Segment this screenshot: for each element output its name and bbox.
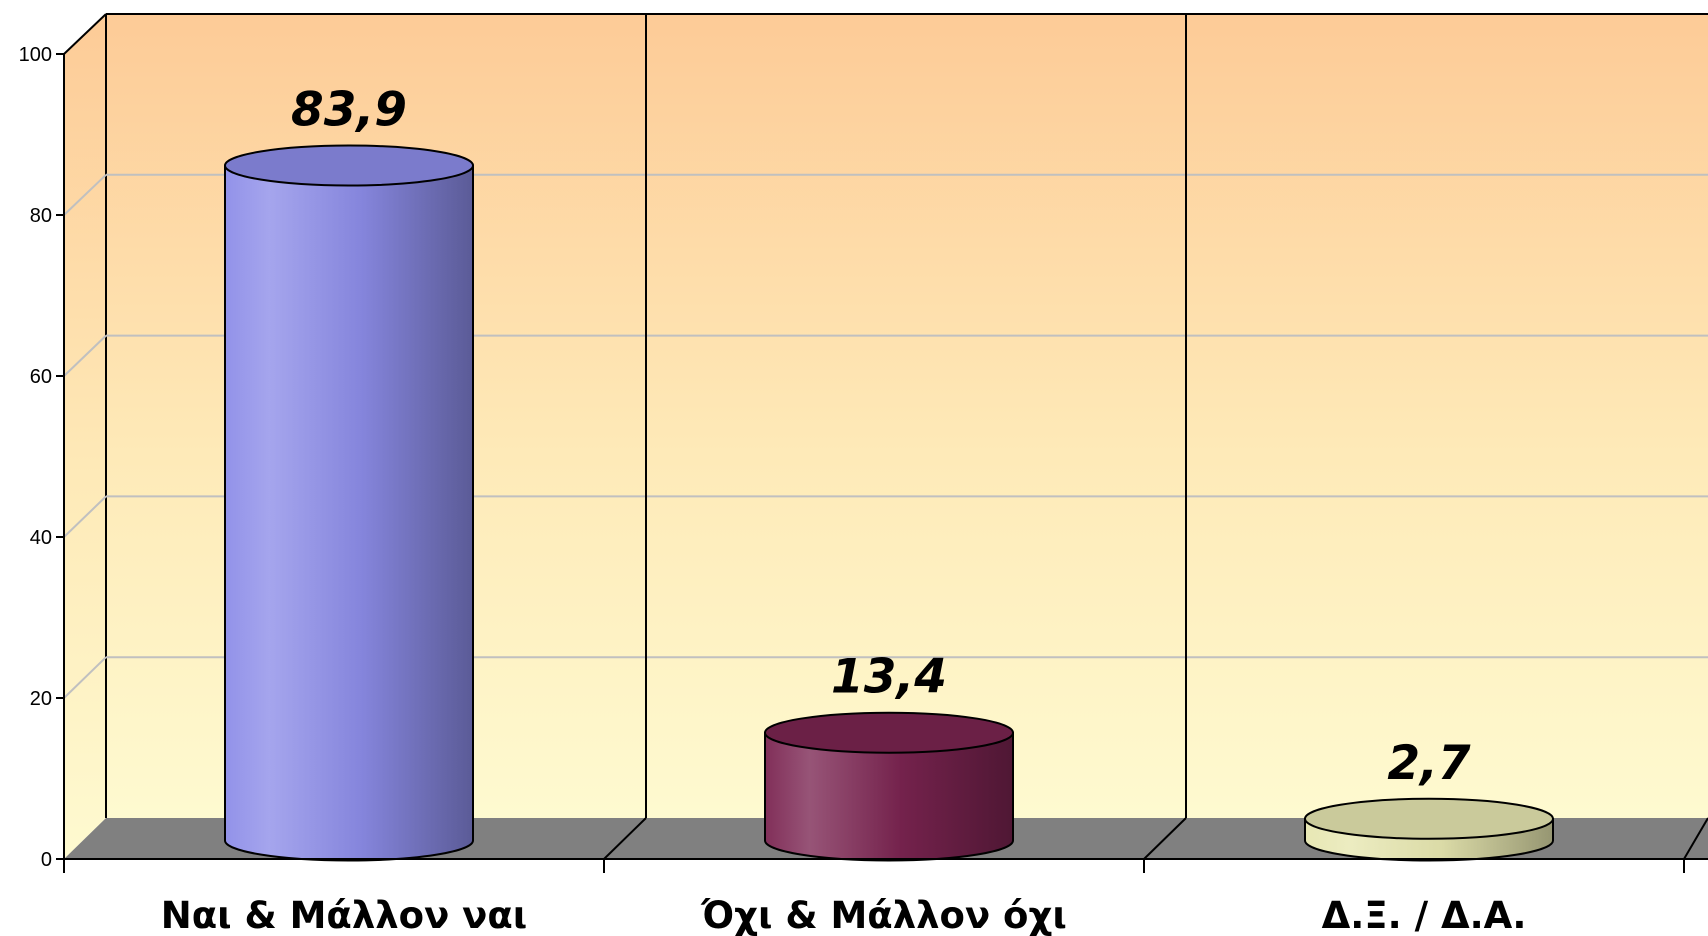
side-wall-top-edge <box>63 13 107 55</box>
y-tick-label: 40 <box>30 527 52 549</box>
category-label: Δ.Ξ. / Δ.Α. <box>1322 894 1527 936</box>
bars <box>224 144 1554 862</box>
bar-cylinder <box>764 711 1014 862</box>
bar-body <box>764 731 1014 862</box>
y-tick-label: 100 <box>19 44 52 66</box>
data-label: 83,9 <box>291 83 407 138</box>
data-label: 13,4 <box>831 650 947 705</box>
gridline-side <box>63 495 107 538</box>
data-label: 2,7 <box>1387 736 1471 791</box>
gridline-side <box>63 174 107 216</box>
bar-cylinder <box>1304 797 1554 862</box>
data-labels: 83,9 13,4 2,7 <box>291 83 1471 791</box>
floor-divider <box>1143 817 1187 860</box>
y-tick-label: 0 <box>41 849 52 871</box>
bar-top <box>764 711 1014 754</box>
gridline-side <box>63 334 107 377</box>
axes: 0 20 40 60 80 100 Ναι & Μάλλον ναι Όχι & Μάλλον… <box>19 44 1708 936</box>
bar-top <box>1304 797 1554 840</box>
y-tick-label: 80 <box>30 205 52 227</box>
category-label: Όχι & Μάλλον όχι <box>700 894 1067 936</box>
bar-cylinder <box>224 144 474 862</box>
side-wall <box>64 14 106 859</box>
bar-top <box>224 144 474 187</box>
y-tick-label: 20 <box>30 688 52 710</box>
gridline-side <box>63 656 107 699</box>
floor-divider <box>1683 817 1708 860</box>
bar-body <box>224 164 474 862</box>
category-label: Ναι & Μάλλον ναι <box>161 894 527 936</box>
y-tick-label: 60 <box>30 366 52 388</box>
floor-divider <box>603 817 647 860</box>
